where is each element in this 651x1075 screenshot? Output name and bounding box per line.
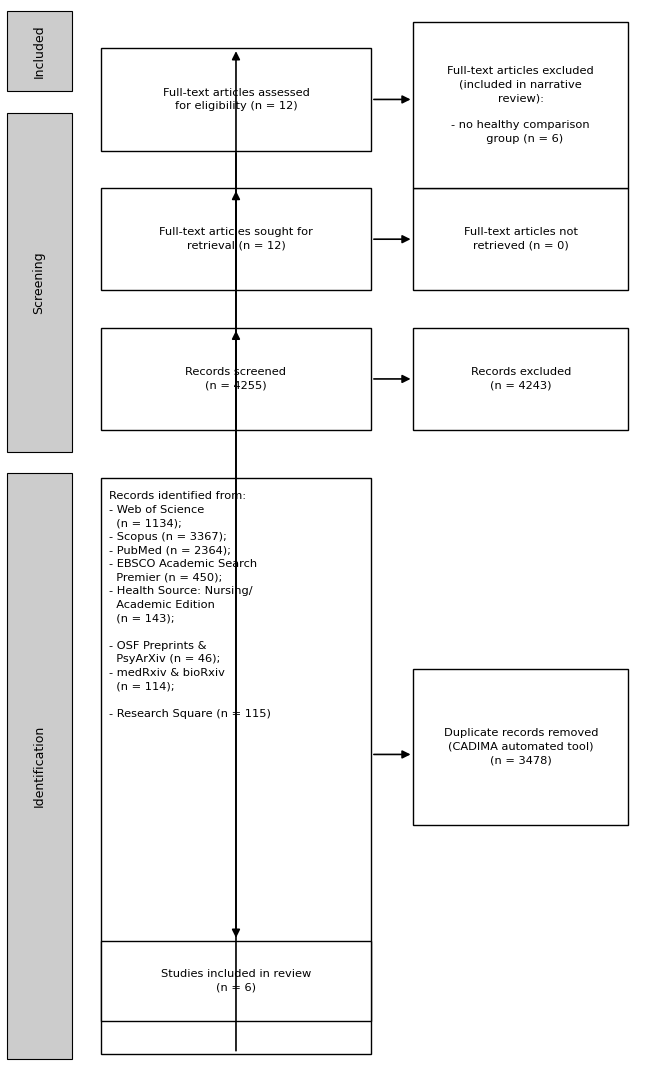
Text: Records screened
(n = 4255): Records screened (n = 4255): [186, 368, 286, 390]
Text: Included: Included: [33, 25, 46, 77]
Bar: [413, 328, 628, 430]
Bar: [413, 188, 628, 290]
Text: Records identified from:
- Web of Science
  (n = 1134);
- Scopus (n = 3367);
- P: Records identified from: - Web of Scienc…: [109, 491, 271, 719]
Bar: [7, 11, 72, 91]
Bar: [413, 669, 628, 825]
Text: Full-text articles excluded
(included in narrative
review):

- no healthy compar: Full-text articles excluded (included in…: [447, 66, 594, 144]
Text: Full-text articles sought for
retrieval (n = 12): Full-text articles sought for retrieval …: [159, 228, 313, 250]
Text: Full-text articles not
retrieved (n = 0): Full-text articles not retrieved (n = 0): [464, 228, 578, 250]
Text: Duplicate records removed
(CADIMA automated tool)
(n = 3478): Duplicate records removed (CADIMA automa…: [443, 728, 598, 765]
Bar: [101, 478, 371, 1054]
Text: Identification: Identification: [33, 725, 46, 807]
Text: Full-text articles assessed
for eligibility (n = 12): Full-text articles assessed for eligibil…: [163, 88, 309, 111]
Bar: [101, 188, 371, 290]
Text: Records excluded
(n = 4243): Records excluded (n = 4243): [471, 368, 571, 390]
Text: Screening: Screening: [33, 250, 46, 314]
Bar: [413, 22, 628, 188]
Bar: [101, 48, 371, 150]
Bar: [101, 941, 371, 1021]
Text: Studies included in review
(n = 6): Studies included in review (n = 6): [161, 970, 311, 992]
Bar: [7, 113, 72, 452]
Bar: [7, 473, 72, 1059]
Bar: [101, 328, 371, 430]
